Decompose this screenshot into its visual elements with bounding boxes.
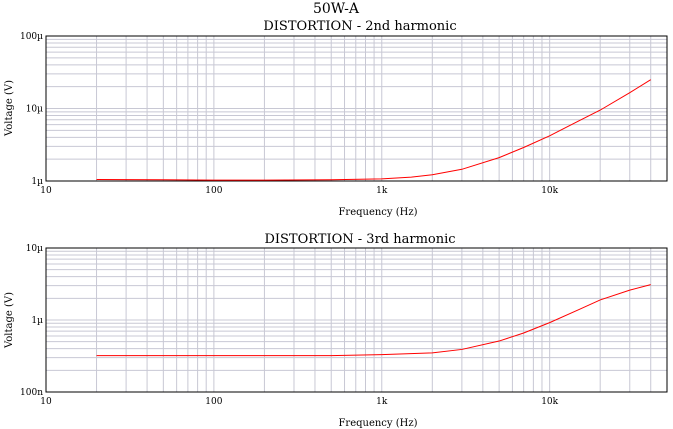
chart-2-series-line	[96, 284, 651, 357]
chart-1-xlabel: Frequency (Hz)	[338, 207, 417, 218]
chart-1-y-tick-label: 1µ	[31, 177, 43, 187]
chart-1-x-tick-label: 100	[205, 186, 222, 196]
chart-2-x-tick-label: 1k	[376, 397, 388, 407]
chart-2-x-tick-label: 10k	[541, 397, 558, 407]
chart-2-y-tick-label: 100n	[20, 388, 43, 398]
chart-2-ylabel: Voltage (V)	[4, 292, 15, 349]
chart-2-y-tick-label: 1µ	[31, 316, 43, 326]
chart-2-x-tick-label: 10	[40, 397, 52, 407]
chart-2-frame	[45, 247, 668, 393]
chart-1-x-tick-label: 10	[40, 186, 52, 196]
chart-2-y-tick-label: 10µ	[26, 244, 43, 254]
chart-1-ylabel: Voltage (V)	[4, 80, 15, 137]
page-title: 50W-A	[313, 1, 360, 17]
chart-1-series-line	[96, 79, 651, 181]
chart-2-xlabel: Frequency (Hz)	[338, 418, 417, 429]
chart-2-x-tick-label: 100	[205, 397, 222, 407]
chart-1-plot: 10 100 1k 10k 1µ 10µ 100µ	[20, 32, 668, 196]
chart-1-y-tick-label: 10µ	[26, 105, 43, 115]
chart-1-y-tick-label: 100µ	[20, 32, 43, 42]
chart-1-x-tick-label: 10k	[541, 186, 558, 196]
chart-2-title: DISTORTION - 3rd harmonic	[264, 232, 455, 247]
chart-2-plot: 10 100 1k 10k 100n 1µ 10µ	[20, 244, 668, 407]
chart-1-x-tick-label: 1k	[376, 186, 388, 196]
chart-1-frame	[45, 35, 668, 182]
chart-1-title: DISTORTION - 2nd harmonic	[263, 19, 456, 34]
